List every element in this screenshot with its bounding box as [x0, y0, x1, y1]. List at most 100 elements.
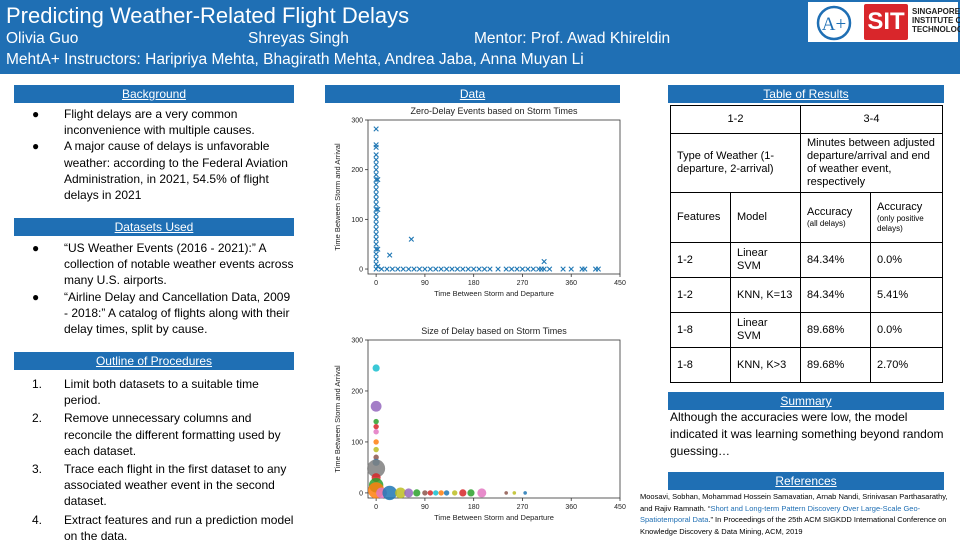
data-point	[373, 236, 379, 242]
data-point-stroke	[433, 266, 439, 272]
list-item-text: Flight delays are a very common inconven…	[64, 107, 255, 138]
data-point-stroke	[449, 266, 455, 272]
data-point	[373, 162, 379, 168]
bullet-glyph: ●	[32, 241, 40, 255]
data-point	[422, 266, 428, 272]
section-heading-procedures: Outline of Procedures	[14, 352, 294, 370]
step-number: 2.	[32, 411, 43, 426]
data-point	[386, 252, 393, 258]
data-point	[459, 489, 467, 497]
data-point-stroke	[378, 266, 385, 272]
section-heading-references: References	[668, 472, 944, 490]
y-tick-label: 0	[359, 267, 363, 274]
data-point	[373, 429, 379, 435]
data-point	[477, 488, 487, 498]
x-tick-label: 450	[614, 504, 626, 511]
data-point-stroke	[386, 252, 393, 258]
data-point	[503, 266, 509, 272]
x-tick-label: 90	[421, 280, 429, 287]
list-item-text: Extract features and run a prediction mo…	[64, 512, 294, 540]
citation-authors: Moosavi, Sobhan, Mohammad Hossein Samava…	[640, 492, 948, 513]
data-point-stroke	[465, 266, 471, 272]
data-point-stroke	[373, 216, 379, 223]
y-tick-label: 100	[351, 217, 363, 224]
data-point-stroke	[373, 152, 379, 158]
data-point	[427, 266, 434, 272]
list-item: ● A major cause of delays is unfavorable …	[14, 138, 294, 203]
data-point	[375, 176, 381, 183]
data-point-stroke	[373, 166, 379, 173]
data-point	[404, 488, 414, 498]
header-label: Accuracy	[877, 201, 923, 213]
background-list: ● Flight delays are a very common inconve…	[14, 106, 294, 203]
data-point-stroke	[373, 157, 379, 163]
table-cell: 0.0%	[870, 242, 943, 278]
data-point	[422, 490, 428, 496]
data-point-stroke	[530, 266, 536, 272]
data-point	[443, 490, 450, 496]
data-point	[405, 266, 412, 272]
data-point	[373, 142, 379, 148]
plot-frame	[367, 339, 621, 499]
list-item: ● Flight delays are a very common inconve…	[14, 106, 294, 138]
data-point	[373, 157, 379, 163]
zero-delay-scatter-chart: Zero-Delay Events based on Storm Times 0 9…	[333, 106, 626, 298]
table-row: Type of Weather (1-departure, 2-arrival)…	[670, 133, 943, 193]
data-point	[467, 489, 475, 497]
data-point	[433, 266, 439, 272]
data-point	[476, 266, 482, 272]
author-name: Olivia Guo	[6, 30, 79, 47]
data-point	[373, 126, 379, 132]
data-point-stroke	[373, 246, 379, 252]
step-number: 3.	[32, 462, 43, 477]
data-point-stroke	[373, 196, 379, 203]
citation-link[interactable]: Short and Long-term Pattern Discovery Ov…	[640, 503, 921, 525]
table-cell: KNN, K=13	[730, 277, 801, 313]
x-tick-label: 270	[517, 504, 529, 511]
data-point-stroke	[546, 266, 553, 272]
data-point	[395, 487, 406, 499]
data-point	[395, 266, 401, 272]
data-point-stroke	[373, 206, 379, 213]
data-point-stroke	[373, 211, 379, 218]
table-cell: 2.70%	[870, 347, 943, 383]
table-header-cell: Accuracy (only positive delays)	[870, 192, 943, 243]
data-point	[373, 266, 379, 272]
data-point-stroke	[454, 266, 461, 272]
data-point	[541, 258, 547, 265]
list-item-text: “Airline Delay and Cancellation Data, 20…	[64, 289, 291, 337]
y-axis-label: Time Between Storm and Arrival	[333, 143, 342, 251]
bullet-glyph: ●	[32, 139, 40, 154]
data-point	[443, 266, 450, 272]
data-point	[546, 266, 553, 272]
list-item: ● “US Weather Events (2016 - 2021):” A co…	[14, 240, 294, 289]
data-point-stroke	[375, 246, 381, 252]
plot-frame	[367, 119, 621, 275]
table-cell: KNN, K>3	[730, 347, 801, 383]
data-point	[373, 246, 379, 252]
data-point-stroke	[373, 236, 379, 242]
data-point-stroke	[560, 266, 566, 272]
reference-citation: Moosavi, Sobhan, Mohammad Hossein Samava…	[640, 491, 958, 537]
data-point-stroke	[373, 176, 379, 183]
data-point	[373, 206, 379, 213]
instructors-line: MehtA+ Instructors: Haripriya Mehta, Bha…	[6, 51, 584, 68]
data-point	[400, 266, 406, 272]
data-point	[373, 201, 379, 208]
data-point	[373, 261, 379, 267]
data-point	[373, 196, 379, 203]
author-name: Shreyas Singh	[248, 30, 349, 47]
data-point	[370, 400, 382, 412]
data-point-stroke	[514, 266, 520, 272]
data-point-stroke	[373, 126, 379, 132]
x-axis-label: Time Between Storm and Departure	[434, 513, 554, 522]
data-point-stroke	[405, 266, 412, 272]
list-item: 4. Extract features and run a prediction …	[14, 512, 294, 540]
table-cell: 1-2	[670, 105, 801, 134]
data-point	[373, 256, 379, 262]
table-cell: 1-8	[670, 312, 731, 348]
data-point	[373, 176, 379, 183]
table-cell: Linear SVM	[730, 312, 801, 348]
chart-title: Size of Delay based on Storm Times	[421, 326, 567, 336]
data-point	[560, 266, 566, 272]
